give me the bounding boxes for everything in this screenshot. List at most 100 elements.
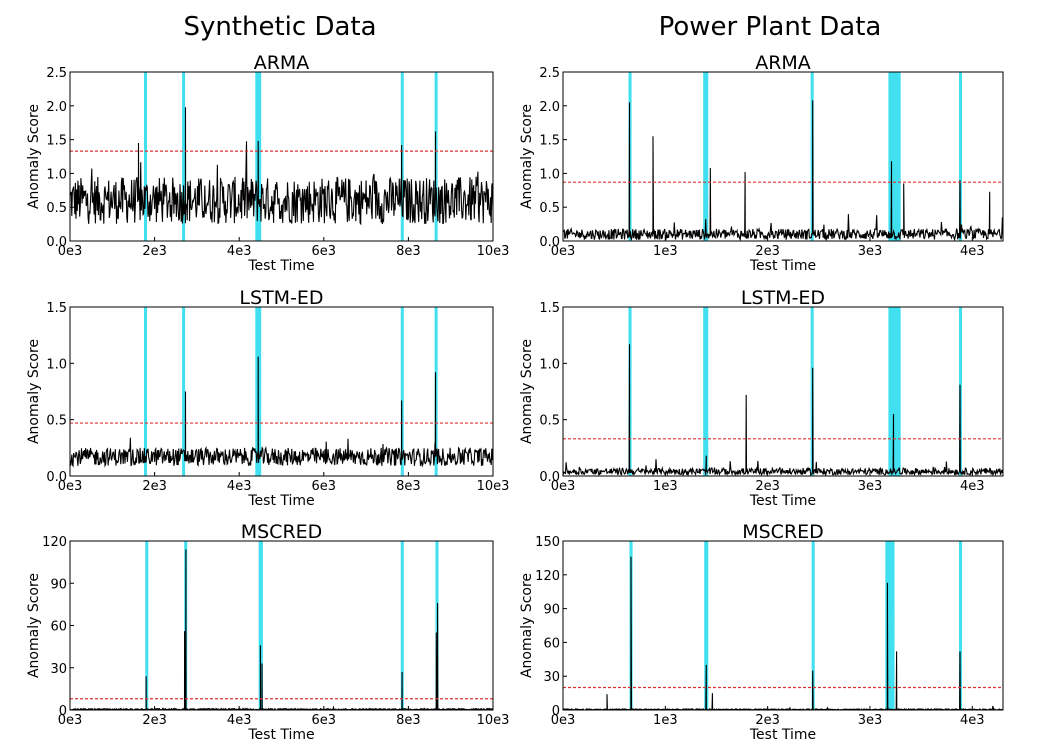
series-line	[70, 549, 493, 710]
anomaly-region	[435, 541, 439, 710]
x-tick-label: 4e3	[227, 244, 252, 259]
x-tick-label: 3e3	[858, 244, 883, 259]
x-tick-label: 2e3	[142, 244, 167, 259]
y-tick-label: 0	[59, 704, 67, 719]
x-tick-label: 0e3	[58, 479, 83, 494]
x-tick-label: 8e3	[396, 479, 421, 494]
y-tick-label: 120	[42, 535, 67, 550]
x-tick-label: 2e3	[142, 713, 167, 728]
y-tick-label: 30	[543, 670, 560, 685]
x-tick-label: 3e3	[858, 479, 883, 494]
x-tick-label: 8e3	[396, 244, 421, 259]
x-tick-label: 0e3	[58, 244, 83, 259]
anomaly-region	[704, 541, 709, 710]
y-tick-label: 30	[50, 662, 67, 677]
panel-3: 0e3 1e3 2e3 3e3 4e3 0.0 0.5 1.0 1.5 LSTM-ED Test T…	[519, 287, 1004, 509]
x-tick-label: 10e3	[477, 244, 510, 259]
x-tick-label: 0e3	[551, 479, 576, 494]
anomaly-region	[400, 72, 404, 241]
anomaly-region	[182, 72, 186, 241]
x-tick-label: 4e3	[960, 479, 985, 494]
panel-2: 0e3 2e3 4e3 6e3 8e3 10e3 0.0 0.5 1.0 1.5 LSTM-ED Te…	[26, 287, 509, 509]
x-tick-label: 1e3	[653, 713, 678, 728]
panel-title: ARMA	[254, 52, 310, 74]
x-tick-label: 2e3	[755, 244, 780, 259]
x-tick-label: 10e3	[477, 479, 510, 494]
y-tick-label: 2.5	[539, 66, 560, 81]
y-tick-label: 1.0	[539, 357, 560, 372]
series-line	[563, 100, 1003, 241]
x-tick-label: 6e3	[312, 713, 337, 728]
anomaly-region	[434, 307, 438, 476]
y-tick-label: 1.5	[46, 134, 67, 149]
y-tick-label: 1.5	[46, 301, 67, 316]
x-tick-label: 8e3	[396, 713, 421, 728]
x-tick-label: 1e3	[653, 244, 678, 259]
panel-title: MSCRED	[742, 521, 824, 543]
y-tick-label: 90	[543, 603, 560, 618]
y-tick-label: 150	[535, 535, 560, 550]
anomaly-region	[145, 541, 149, 710]
plot-frame	[562, 71, 1004, 242]
x-axis-label: Test Time	[749, 258, 816, 274]
x-tick-label: 6e3	[312, 479, 337, 494]
x-tick-label: 0e3	[551, 244, 576, 259]
anomaly-region	[888, 307, 901, 476]
y-tick-label: 2.0	[539, 100, 560, 115]
plot-frame	[69, 540, 494, 711]
anomaly-region	[811, 541, 815, 710]
y-axis-label: Anomaly Score	[26, 339, 42, 444]
y-tick-label: 2.0	[46, 100, 67, 115]
y-tick-label: 0.5	[539, 414, 560, 429]
panel-5: 0e3 1e3 2e3 3e3 4e3 0 30 60 90 120 150 MSCRED Test T…	[519, 521, 1004, 743]
anomaly-region	[400, 307, 404, 476]
y-tick-label: 90	[50, 577, 67, 592]
anomaly-region	[434, 72, 438, 241]
series-line	[563, 344, 1003, 476]
y-axis-label: Anomaly Score	[26, 104, 42, 209]
plot-frame	[562, 540, 1004, 711]
y-tick-label: 0.5	[46, 414, 67, 429]
x-tick-label: 3e3	[858, 713, 883, 728]
y-tick-label: 0.0	[539, 470, 560, 485]
x-tick-label: 0e3	[58, 713, 83, 728]
column-title-synthetic: Synthetic Data	[183, 12, 377, 42]
y-tick-label: 0.5	[539, 201, 560, 216]
y-tick-label: 0.0	[46, 470, 67, 485]
anomaly-region	[400, 541, 404, 710]
anomaly-region	[182, 307, 186, 476]
x-tick-label: 0e3	[551, 713, 576, 728]
plot-frame	[69, 71, 494, 242]
series-line	[70, 107, 493, 226]
y-tick-label: 1.0	[46, 167, 67, 182]
y-tick-label: 1.5	[539, 134, 560, 149]
anomaly-region	[959, 72, 962, 241]
x-tick-label: 2e3	[755, 479, 780, 494]
y-tick-label: 0	[552, 704, 560, 719]
x-tick-label: 4e3	[227, 479, 252, 494]
plot-frame	[69, 306, 494, 477]
x-axis-label: Test Time	[749, 727, 816, 743]
y-axis-label: Anomaly Score	[519, 104, 535, 209]
x-tick-label: 2e3	[755, 713, 780, 728]
series-line	[70, 356, 493, 468]
y-tick-label: 120	[535, 569, 560, 584]
x-axis-label: Test Time	[247, 493, 314, 509]
anomaly-region	[144, 307, 148, 476]
y-tick-label: 60	[50, 620, 67, 635]
x-tick-label: 4e3	[960, 244, 985, 259]
y-tick-label: 60	[543, 636, 560, 651]
anomaly-region	[258, 541, 263, 710]
y-tick-label: 0.0	[539, 235, 560, 250]
y-tick-label: 0.0	[46, 235, 67, 250]
x-tick-label: 6e3	[312, 244, 337, 259]
x-tick-label: 4e3	[227, 713, 252, 728]
anomaly-region	[888, 72, 901, 241]
anomaly-region	[703, 307, 709, 476]
y-axis-label: Anomaly Score	[519, 339, 535, 444]
anomaly-region	[144, 72, 148, 241]
x-axis-label: Test Time	[247, 258, 314, 274]
panel-1: 0e3 1e3 2e3 3e3 4e3 0.0 0.5 1.0 1.5 2.0 2.5 ARMA Tes…	[519, 52, 1004, 274]
anomaly-region	[959, 541, 963, 710]
